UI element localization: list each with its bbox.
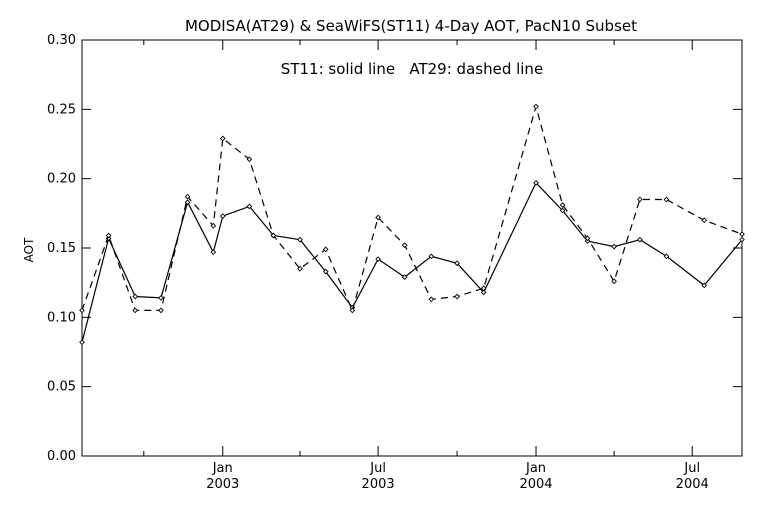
y-tick-label: 0.25 <box>47 102 76 117</box>
y-tick-label: 0.30 <box>47 33 76 48</box>
series-line-at29 <box>81 104 743 313</box>
y-tick-label: 0.00 <box>47 449 76 464</box>
x-tick-label: Jan <box>212 461 233 476</box>
data-point-at29 <box>322 246 329 253</box>
x-tick-label: Jan <box>525 461 546 476</box>
data-point-st11 <box>210 249 217 255</box>
data-point-at29 <box>637 196 643 203</box>
data-point-st11 <box>663 253 670 260</box>
data-point-st11 <box>79 339 85 346</box>
data-point-at29 <box>132 307 139 314</box>
data-point-at29 <box>559 202 566 208</box>
data-point-at29 <box>611 278 617 285</box>
data-point-at29 <box>105 232 112 239</box>
data-point-at29 <box>246 156 253 163</box>
data-point-at29 <box>375 214 381 221</box>
y-tick-label: 0.15 <box>47 241 76 256</box>
data-point-st11 <box>637 236 643 243</box>
data-point-at29 <box>349 307 356 314</box>
data-point-at29 <box>428 296 435 303</box>
data-point-at29 <box>584 235 591 242</box>
data-point-at29 <box>210 222 217 229</box>
axis-ticks: 0.000.050.100.150.200.250.30Jan2003Jul20… <box>47 33 742 492</box>
chart-title: MODISA(AT29) & SeaWiFS(ST11) 4-Day AOT, … <box>185 17 637 35</box>
data-point-st11 <box>454 260 460 267</box>
data-point-at29 <box>270 232 277 239</box>
x-tick-label: Jul <box>683 461 700 476</box>
x-tick-year-label: 2004 <box>676 477 709 492</box>
y-axis-label: AOT <box>22 237 36 262</box>
data-point-at29 <box>184 193 191 200</box>
data-point-at29 <box>158 307 164 314</box>
data-point-st11 <box>533 179 539 186</box>
data-point-at29 <box>297 265 303 272</box>
data-point-at29 <box>663 196 670 203</box>
data-point-at29 <box>480 285 487 292</box>
data-point-st11 <box>219 213 226 219</box>
data-point-at29 <box>739 231 745 237</box>
data-point-st11 <box>480 289 487 296</box>
plot-frame <box>81 39 743 457</box>
x-tick-label: Jul <box>369 461 386 476</box>
data-point-st11 <box>559 207 566 214</box>
data-point-st11 <box>132 293 139 300</box>
data-point-at29 <box>454 293 460 300</box>
data-point-st11 <box>158 295 164 301</box>
data-point-at29 <box>401 242 408 249</box>
data-point-at29 <box>79 307 85 314</box>
data-point-st11 <box>246 203 253 210</box>
data-point-st11 <box>701 282 708 289</box>
data-point-at29 <box>701 217 708 224</box>
data-point-st11 <box>611 243 617 250</box>
x-tick-year-label: 2004 <box>519 477 552 492</box>
line-style-annotation: ST11: solid line AT29: dashed line <box>281 60 543 78</box>
series-layer <box>79 103 745 346</box>
y-tick-label: 0.10 <box>47 310 76 325</box>
y-tick-label: 0.05 <box>47 380 76 395</box>
data-point-at29 <box>219 135 226 142</box>
y-tick-label: 0.20 <box>47 172 76 187</box>
data-point-st11 <box>428 253 435 260</box>
data-point-st11 <box>375 256 381 262</box>
data-point-st11 <box>297 236 303 243</box>
data-point-st11 <box>401 274 408 280</box>
data-point-st11 <box>739 236 745 243</box>
data-point-st11 <box>322 268 329 275</box>
series-line-st11 <box>81 181 743 343</box>
data-point-at29 <box>533 103 539 110</box>
x-tick-year-label: 2003 <box>206 477 239 492</box>
x-tick-year-label: 2003 <box>362 477 395 492</box>
